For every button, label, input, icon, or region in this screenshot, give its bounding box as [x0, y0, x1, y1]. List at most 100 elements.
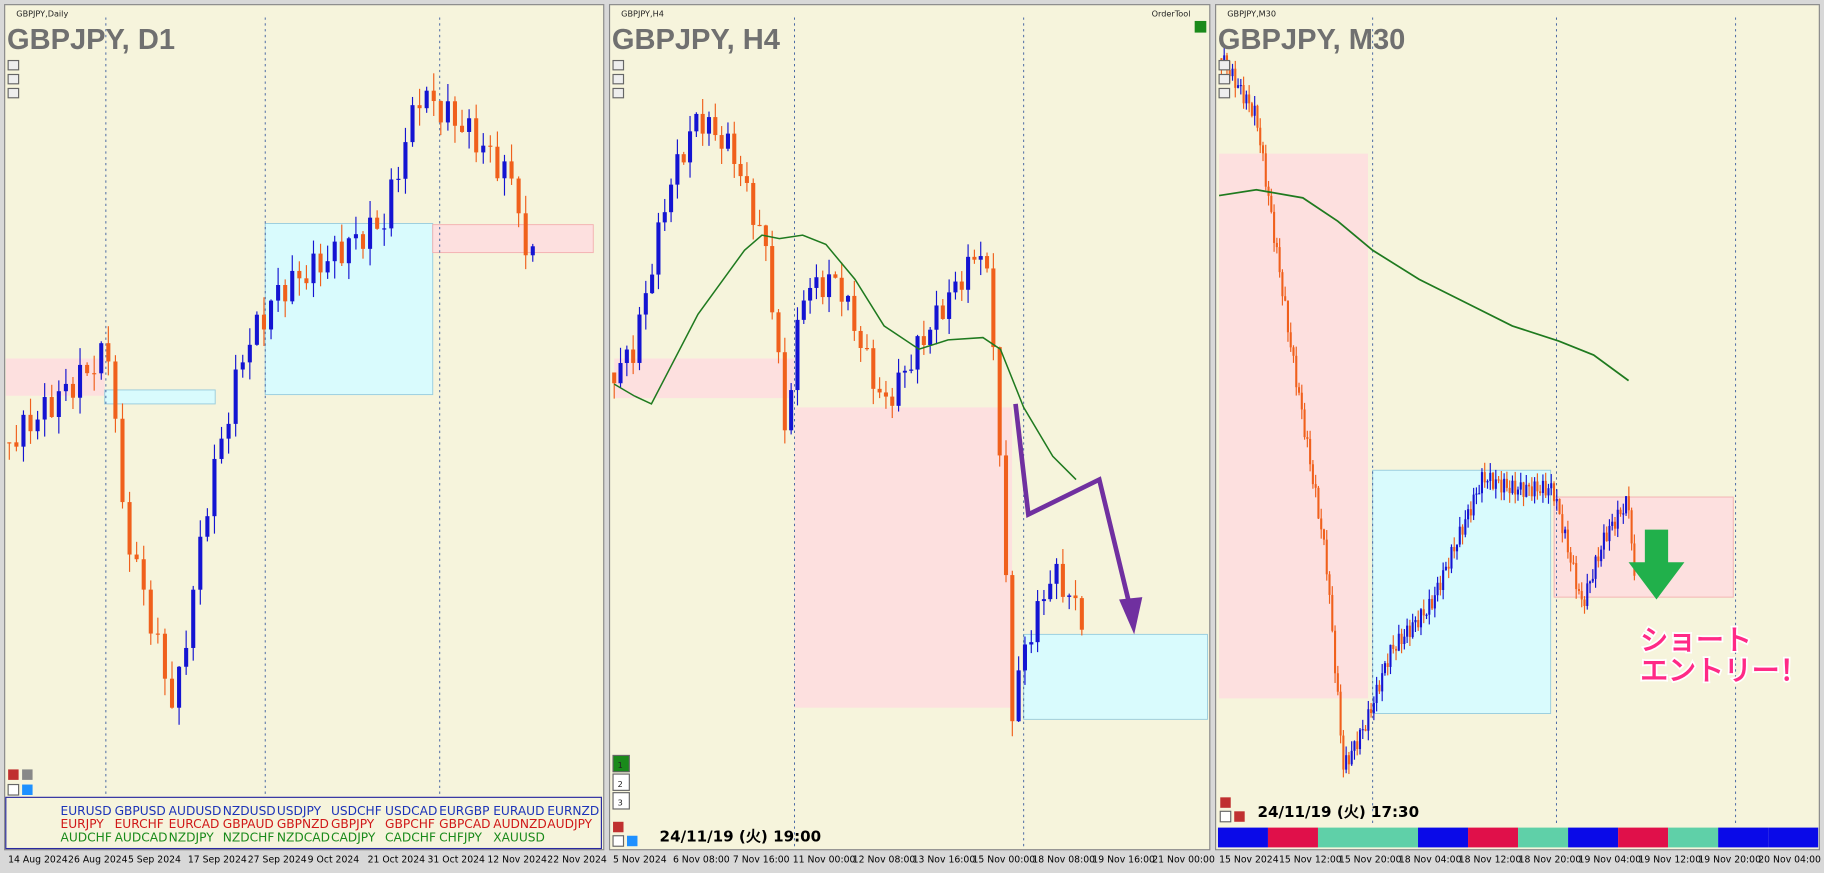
symbol[interactable]: GBPAUD	[223, 817, 274, 831]
symbol[interactable]: CADJPY	[331, 831, 376, 845]
symbol[interactable]: EURCHF	[115, 817, 164, 831]
down-arrow	[1628, 529, 1685, 600]
candle-body	[445, 101, 450, 123]
candle-body	[1231, 68, 1234, 77]
symbol[interactable]: USDCAD	[385, 804, 437, 818]
scroll-button[interactable]	[612, 73, 625, 85]
symbol[interactable]: GBPJPY	[331, 817, 375, 831]
candle-body	[871, 348, 876, 389]
x-label: 13 Nov 16:00	[913, 855, 976, 866]
symbol[interactable]: EURGBP	[439, 804, 489, 818]
symbol[interactable]: USDJPY	[277, 804, 322, 818]
candle-body	[403, 142, 408, 179]
scroll-button[interactable]	[7, 59, 20, 71]
symbol[interactable]: AUDCAD	[115, 831, 168, 845]
close-button[interactable]	[613, 821, 624, 833]
x-button[interactable]	[7, 783, 20, 796]
symbol[interactable]: USDCHF	[331, 804, 382, 818]
candle-body	[656, 222, 661, 275]
bar-segment	[1418, 827, 1469, 848]
symbol[interactable]: CADCHF	[385, 831, 436, 845]
symbol[interactable]: EURUSD	[60, 804, 111, 818]
scroll-button[interactable]	[7, 87, 20, 99]
x-label: 5 Nov 2024	[613, 855, 667, 866]
symbol[interactable]: AUDNZD	[493, 817, 547, 831]
scroll-button[interactable]	[7, 73, 20, 85]
annotation: エントリー！	[1640, 654, 1807, 687]
candle-body	[304, 278, 309, 284]
x-button[interactable]	[612, 835, 625, 847]
candle-body	[1361, 729, 1364, 731]
candle-body	[1469, 509, 1472, 516]
symbol[interactable]: NZDUSD	[223, 804, 276, 818]
candle-body	[909, 369, 914, 371]
candle-body	[1079, 598, 1084, 630]
candle-body	[509, 161, 514, 179]
candle-body	[814, 277, 819, 288]
candle-body	[782, 352, 787, 431]
symbol[interactable]: EURCAD	[169, 817, 220, 831]
symbol[interactable]: EURNZD	[547, 804, 599, 818]
min-button[interactable]	[22, 769, 33, 780]
candle-body	[177, 666, 182, 708]
candle-body	[631, 349, 636, 363]
number-button[interactable]	[612, 773, 630, 791]
symbol[interactable]: AUDUSD	[169, 804, 222, 818]
candle-body	[650, 274, 655, 294]
symbol[interactable]: NZDCHF	[223, 831, 275, 845]
candle-body	[1314, 484, 1317, 488]
candle-body	[1273, 211, 1276, 243]
number-button[interactable]	[612, 754, 630, 773]
chart-title: GBPJPY, H4	[612, 24, 781, 56]
candle-body	[719, 135, 724, 149]
symbol[interactable]: EURJPY	[60, 817, 104, 831]
candle-body	[959, 281, 964, 290]
scroll-button[interactable]	[612, 87, 625, 99]
toggle-button[interactable]	[1234, 811, 1245, 822]
candle-body	[42, 397, 47, 420]
candle-body	[883, 392, 888, 397]
candle-body	[452, 101, 457, 126]
symbol[interactable]: NZDCAD	[277, 831, 330, 845]
x-button[interactable]	[1219, 810, 1232, 823]
candle-body	[254, 314, 259, 345]
candle-body	[1600, 549, 1603, 562]
candle-body	[1048, 583, 1053, 600]
symbol[interactable]: CHFJPY	[439, 831, 482, 845]
candle-body	[1500, 479, 1503, 493]
symbol[interactable]: NZDJPY	[169, 831, 215, 845]
toggle-button[interactable]	[22, 784, 33, 796]
candle-body	[1544, 480, 1547, 496]
number-button[interactable]	[612, 792, 630, 810]
symbol[interactable]: AUDJPY	[547, 817, 592, 831]
candle-body	[1375, 684, 1378, 704]
close-button[interactable]	[8, 769, 19, 780]
candle-body	[1228, 69, 1231, 77]
scroll-button[interactable]	[612, 59, 625, 71]
candle-body	[1029, 642, 1034, 645]
symbol[interactable]: AUDCHF	[60, 831, 111, 845]
ordertool-button[interactable]	[1194, 20, 1207, 33]
symbol[interactable]: GBPNZD	[277, 817, 329, 831]
scroll-button[interactable]	[1218, 59, 1231, 71]
close-button[interactable]	[1220, 797, 1231, 808]
symbol[interactable]: GBPCAD	[439, 817, 490, 831]
candle-body	[1575, 563, 1578, 590]
candle-body	[290, 270, 295, 302]
candle-body	[120, 418, 125, 503]
symbol[interactable]: EURAUD	[493, 804, 544, 818]
toggle-button[interactable]	[627, 835, 638, 847]
candle-body	[1284, 296, 1287, 301]
symbol[interactable]: GBPUSD	[115, 804, 166, 818]
symbol[interactable]: XAUUSD	[493, 831, 545, 845]
candle-body	[1566, 529, 1569, 553]
candle-body	[247, 344, 252, 363]
candle-body	[1397, 633, 1400, 651]
candle-body	[1442, 570, 1445, 591]
scroll-button[interactable]	[1218, 73, 1231, 85]
symbol[interactable]: GBPCHF	[385, 817, 435, 831]
candle-body	[1619, 509, 1622, 515]
candle-body	[205, 516, 210, 537]
candle-body	[928, 329, 933, 346]
scroll-button[interactable]	[1218, 87, 1231, 99]
